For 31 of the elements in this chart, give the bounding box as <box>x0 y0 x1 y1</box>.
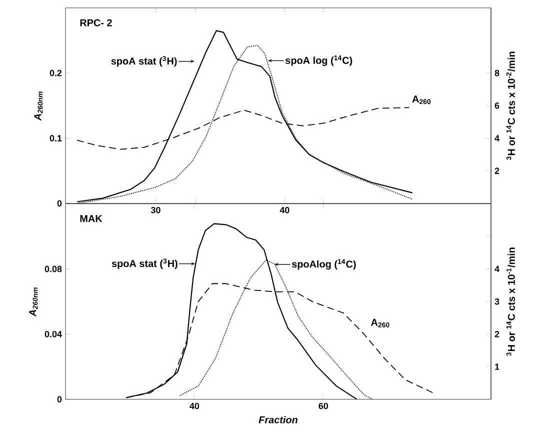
x-tick-label: 30 <box>150 206 160 214</box>
y-tick-label: 0.1 <box>50 135 62 142</box>
y2-axis-title: $^{3}$H or $^{14}$C cts x 10$^{-1}$/min <box>506 248 516 356</box>
y-tick-label: 0.04 <box>44 330 62 338</box>
y2-tick-label: 4 <box>494 266 500 272</box>
y2-tick-label: 1 <box>495 364 500 370</box>
y-tick-label: 0 <box>57 396 62 402</box>
y-axis-title: A$_{260nm}$ <box>29 287 38 317</box>
text: MAK <box>80 215 102 222</box>
text: RPC- 2 <box>80 19 112 26</box>
x-tick-label: 40 <box>190 402 200 410</box>
y-tick-label: 0 <box>57 200 62 207</box>
y2-tick-label: 2 <box>494 331 500 338</box>
annotation: spoA stat ($^{3}$H) <box>111 56 177 67</box>
x-tick-label: 40 <box>280 206 290 214</box>
y2-tick-label: 3 <box>494 298 500 305</box>
y-tick-label: 0.08 <box>44 266 62 272</box>
y2-tick-label: 8 <box>494 70 500 76</box>
annotation: spoA log ($^{14}$C) <box>285 55 352 66</box>
y-axis-title: A$_{260nm}$ <box>34 92 43 121</box>
annotation: spoA stat ($^{3}$H) <box>112 258 178 270</box>
x-axis-title: Fraction <box>258 416 298 424</box>
annotation: spoAlog ($^{14}$C) <box>292 259 356 270</box>
x-tick-label: 60 <box>318 402 328 410</box>
y-tick-label: 0.2 <box>50 70 62 76</box>
annotation: A$_{260}$ <box>370 318 390 328</box>
y2-tick-label: 4 <box>494 135 500 142</box>
y2-tick-label: 2 <box>494 168 500 174</box>
annotation: A$_{260}$ <box>412 96 431 104</box>
y2-axis-title: $^{3}$H or $^{14}$C cts x 10$^{-2}$/min <box>506 52 516 160</box>
y2-tick-label: 6 <box>494 102 500 109</box>
